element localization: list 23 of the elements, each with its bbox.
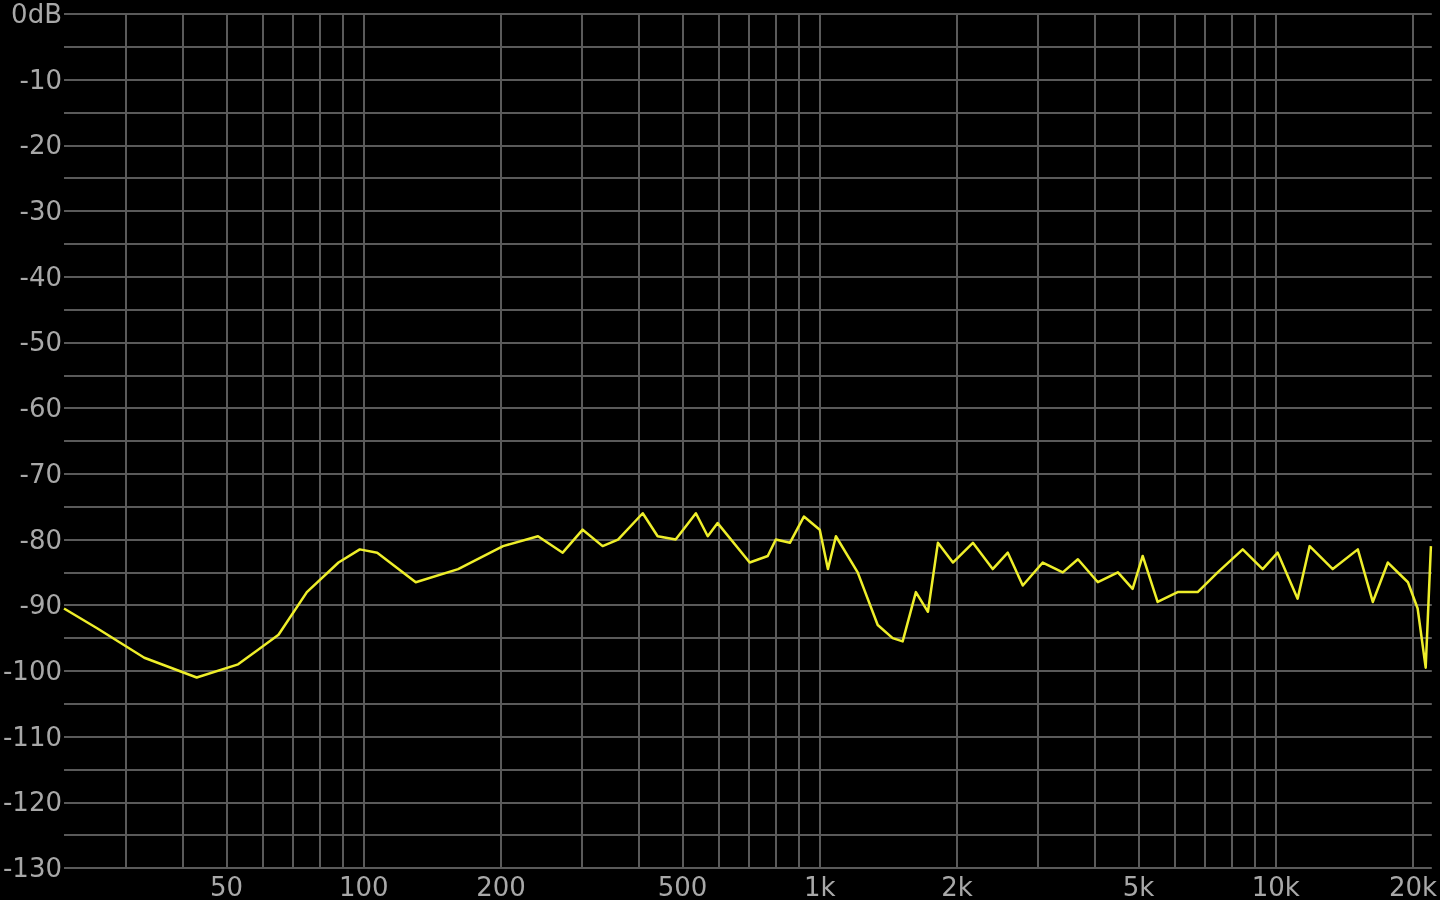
y-tick-label: -60 [19,393,63,424]
x-tick-label: 50 [210,872,244,900]
y-tick-label: -120 [2,787,63,818]
y-tick-label: 0dB [11,0,63,29]
y-tick-label: -90 [19,590,63,621]
y-tick-label: -70 [19,458,63,489]
y-tick-label: -50 [19,327,63,358]
x-tick-label: 1k [803,872,836,900]
y-tick-label: -130 [2,853,63,883]
x-tick-label: 10k [1251,872,1300,900]
y-tick-label: -80 [19,524,63,555]
y-tick-label: -10 [19,64,63,95]
x-tick-label: 5k [1122,872,1155,900]
x-tick-label: 2k [941,872,973,900]
y-tick-label: -40 [19,261,63,292]
x-tick-label: 20k [1388,872,1438,900]
x-tick-label: 100 [339,872,389,900]
y-tick-label: -110 [2,721,63,752]
y-tick-label: -30 [19,196,63,227]
x-tick-label: 200 [476,872,526,900]
x-tick-label: 500 [657,872,708,900]
y-tick-label: -100 [2,655,63,686]
y-tick-label: -20 [19,130,63,161]
